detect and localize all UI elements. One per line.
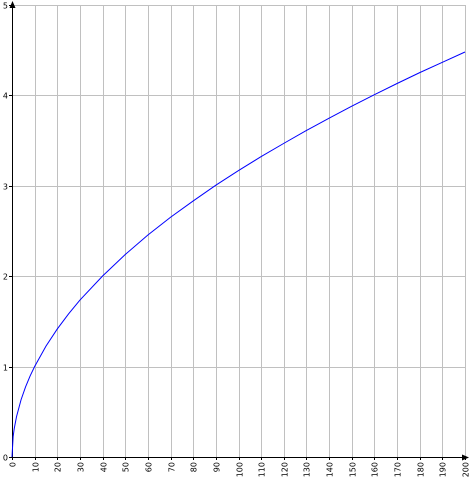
x-tick-label-190: 190 (439, 462, 448, 477)
y-tick-labels: 0 1 2 3 4 5 (3, 2, 8, 463)
x-tick-label-90: 90 (213, 462, 222, 472)
y-tick-label-5: 5 (3, 2, 8, 11)
y-tick-label-2: 2 (3, 273, 8, 282)
x-tick-labels: 0 10 20 30 40 50 60 70 80 90 100 110 120 130 140 150 160… (9, 462, 470, 477)
series-line-0 (11, 51, 466, 458)
x-tick-label-130: 130 (303, 462, 312, 477)
x-tick-label-40: 40 (100, 462, 109, 472)
x-tick-label-170: 170 (394, 462, 403, 477)
series-group (11, 51, 466, 458)
x-tick-label-120: 120 (281, 462, 290, 477)
x-tick-label-100: 100 (236, 462, 245, 477)
y-tick-label-3: 3 (3, 183, 8, 192)
x-tick-label-150: 150 (349, 462, 358, 477)
x-tick-label-140: 140 (326, 462, 335, 477)
x-tick-label-200: 200 (462, 462, 470, 477)
axes (9, 1, 469, 461)
x-tick-label-0: 0 (9, 462, 18, 467)
x-tick-label-180: 180 (417, 462, 426, 477)
x-tick-label-20: 20 (54, 462, 63, 472)
x-tick-label-50: 50 (122, 462, 131, 472)
x-tick-label-110: 110 (258, 462, 267, 477)
grid-lines (12, 5, 466, 457)
x-tick-label-70: 70 (168, 462, 177, 472)
x-tick-label-160: 160 (371, 462, 380, 477)
x-axis-arrow-icon (462, 454, 469, 461)
x-tick-label-10: 10 (32, 462, 41, 472)
x-tick-label-30: 30 (77, 462, 86, 472)
x-tick-label-80: 80 (190, 462, 199, 472)
y-tick-label-1: 1 (3, 364, 8, 373)
x-tick-label-60: 60 (145, 462, 154, 472)
y-axis-arrow-icon (9, 1, 16, 8)
y-tick-label-0: 0 (3, 454, 8, 463)
y-tick-label-4: 4 (3, 92, 8, 101)
